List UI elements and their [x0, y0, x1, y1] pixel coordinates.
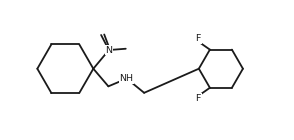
Text: F: F: [196, 34, 201, 43]
Text: NH: NH: [120, 74, 133, 83]
Text: N: N: [105, 46, 112, 55]
Text: F: F: [196, 94, 201, 103]
